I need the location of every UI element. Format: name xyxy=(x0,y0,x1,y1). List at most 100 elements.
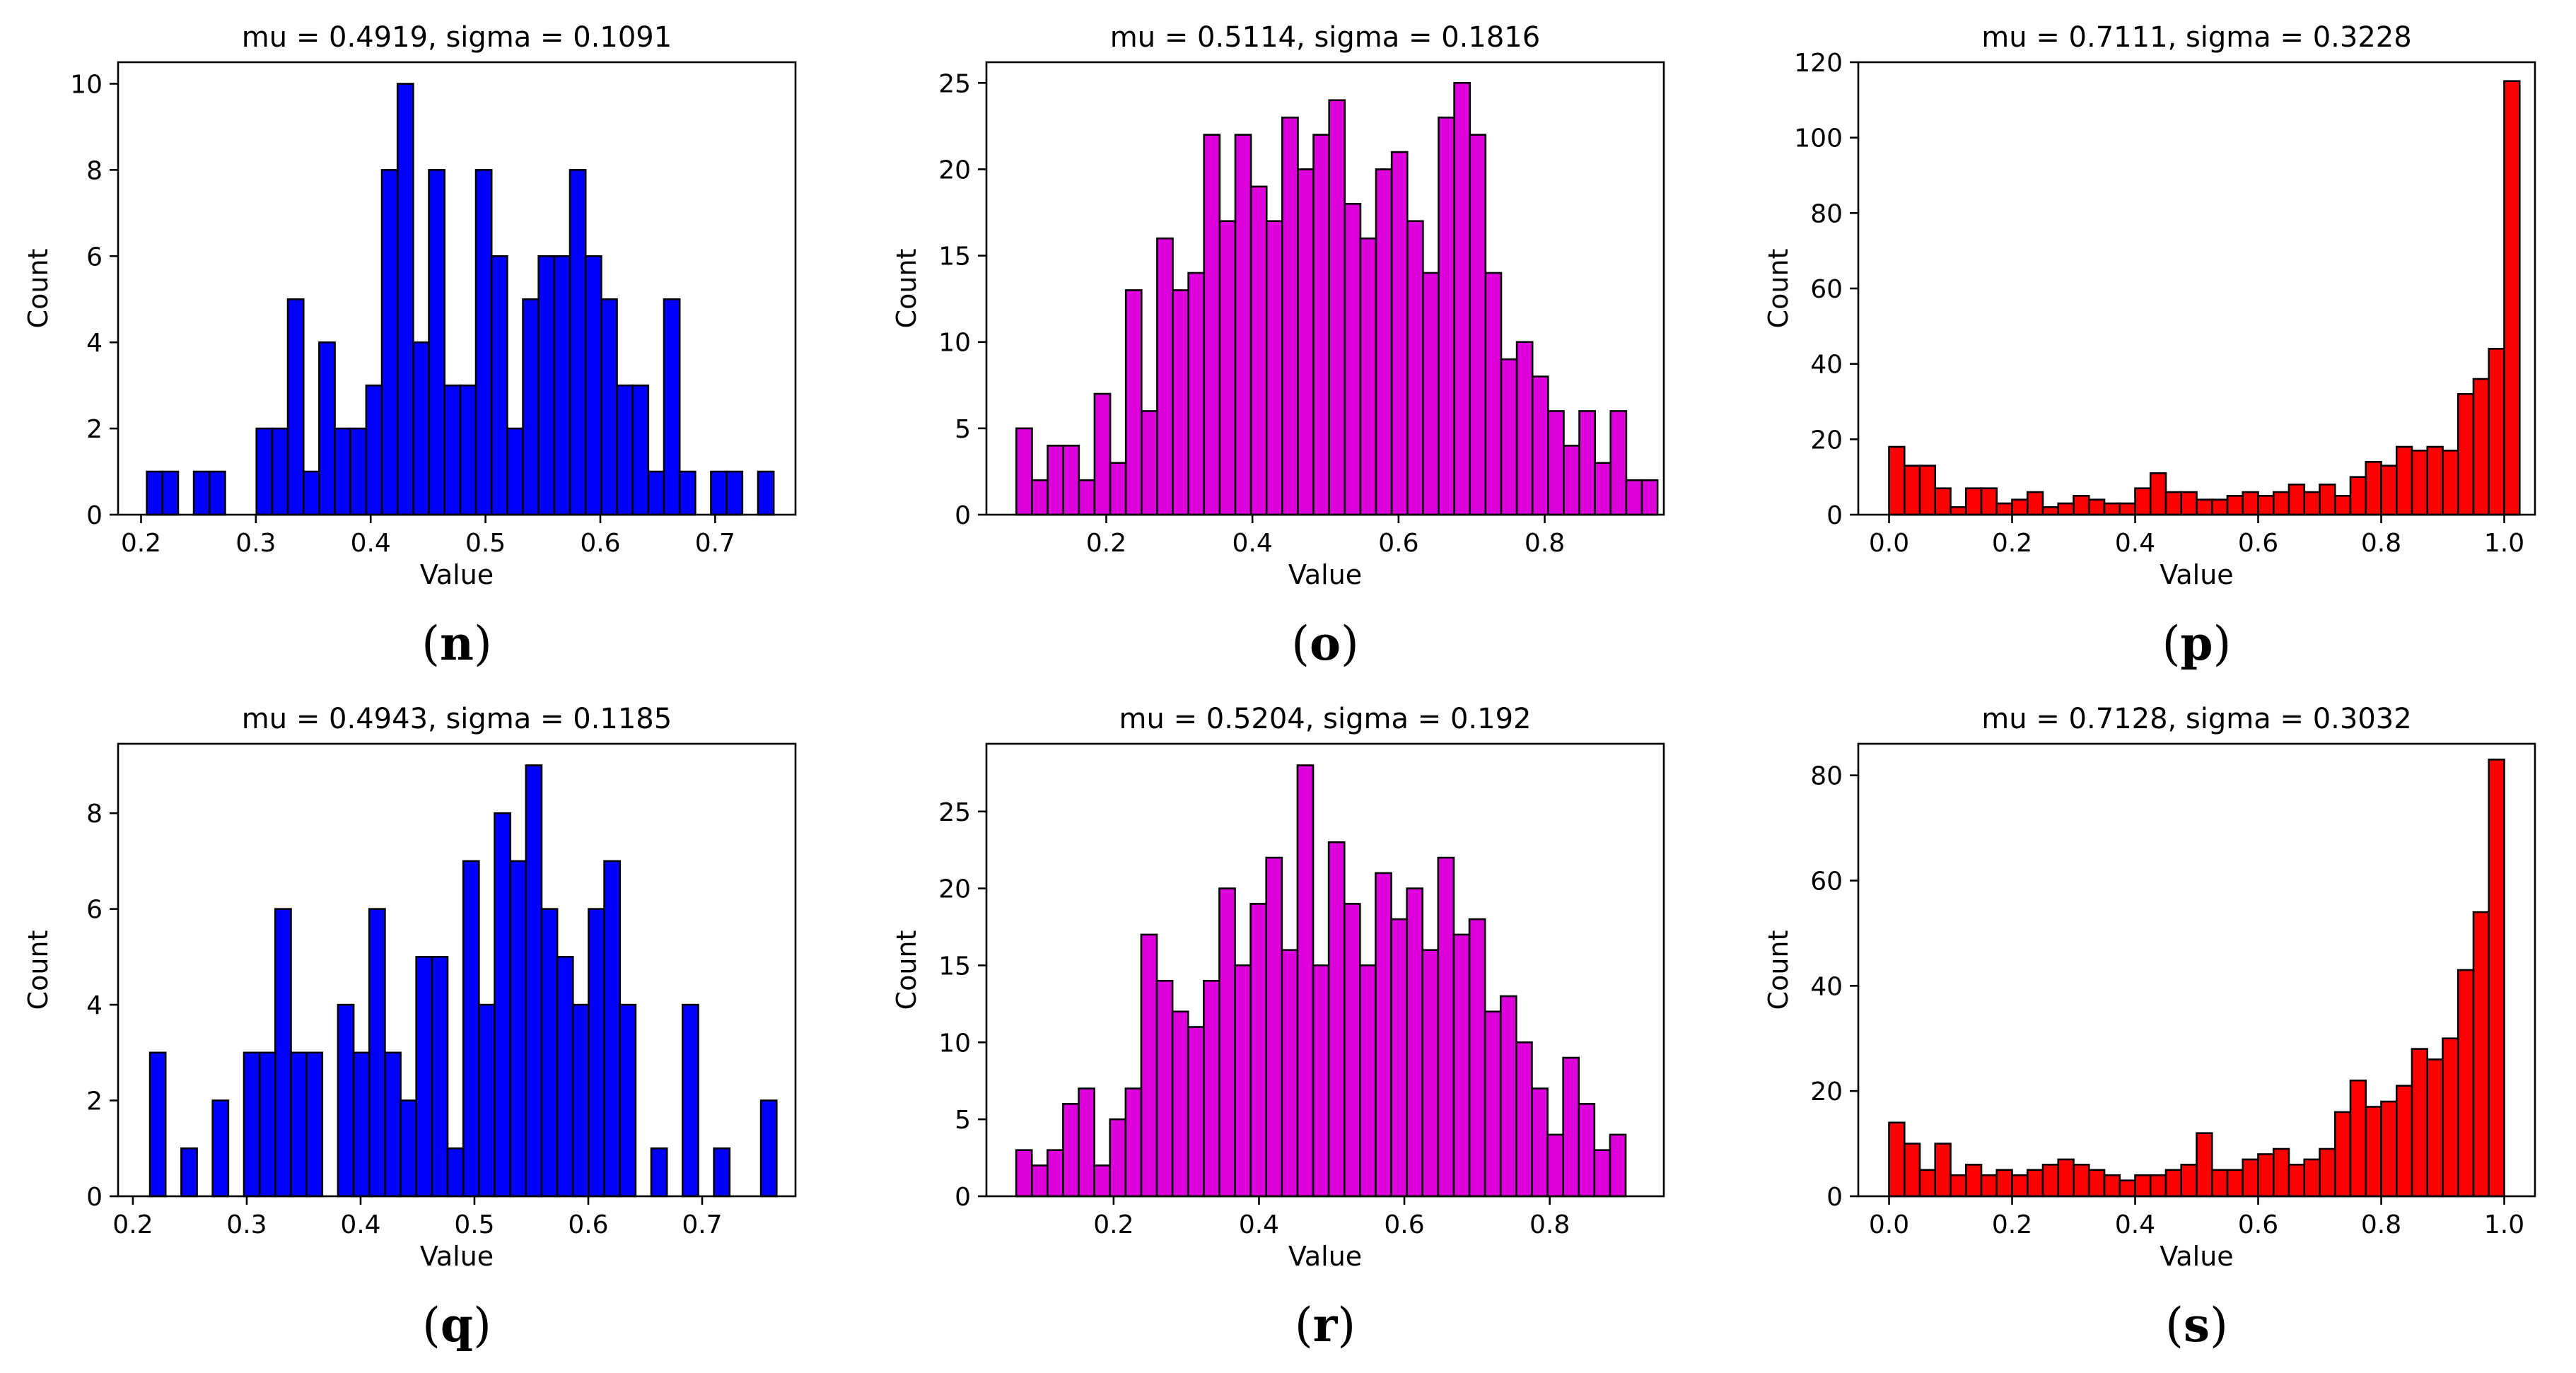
histogram-bar xyxy=(1093,392,1112,516)
histogram-bar xyxy=(352,1051,371,1198)
histogram-bar xyxy=(710,470,728,516)
histogram-bar xyxy=(2257,1153,2275,1198)
histogram-bar xyxy=(525,764,543,1198)
histogram-bar xyxy=(2380,465,2398,516)
histogram-bar xyxy=(1327,841,1346,1198)
panel-label-letter: p xyxy=(2180,616,2213,671)
histogram-bar xyxy=(616,384,634,516)
y-tick-label: 0 xyxy=(1826,501,1843,530)
histogram-bar xyxy=(474,169,493,516)
histogram-bar xyxy=(2134,487,2152,516)
panel-label-close-paren: ) xyxy=(2210,1298,2228,1352)
chart-title: mu = 0.4943, sigma = 0.1185 xyxy=(242,703,672,735)
histogram-bar xyxy=(2087,1169,2106,1198)
histogram-bar xyxy=(384,1051,402,1198)
histogram-bar xyxy=(647,470,665,516)
histogram-bar xyxy=(2026,491,2044,516)
histogram-bar xyxy=(274,908,292,1198)
histogram-bar xyxy=(571,1003,590,1198)
histogram-bar xyxy=(1995,1169,2013,1198)
chart-panel-r: 0.2 0.4 0.6 0.8 0 5 10 15 20 25 mu = 0.5204, sigma… xyxy=(891,703,1665,1352)
histogram-bar xyxy=(1234,134,1252,516)
plot-frame xyxy=(117,742,797,1198)
histogram-bar xyxy=(148,1051,167,1198)
x-axis-label: Value xyxy=(1288,1241,1362,1272)
x-tick-label: 0.7 xyxy=(682,1210,722,1239)
y-tick-label: 0 xyxy=(86,1183,103,1212)
x-tick-label: 0.2 xyxy=(1093,1210,1133,1239)
histogram-bar xyxy=(2503,80,2521,516)
histogram-bar xyxy=(1375,872,1392,1198)
histogram-bar xyxy=(1109,1118,1127,1198)
histogram-bar xyxy=(1265,856,1283,1198)
histogram-bar xyxy=(2395,445,2413,516)
chart-panel-s: 0.0 0.2 0.4 0.6 0.8 1.0 0 20 40 60 80 mu = 0.7128, … xyxy=(1763,703,2536,1352)
histogram-bar xyxy=(2073,1164,2090,1198)
x-tick-label: 0.4 xyxy=(2115,1210,2155,1239)
histogram-bar xyxy=(1964,487,1983,516)
histogram-bar xyxy=(1918,465,1937,516)
histogram-bar xyxy=(396,83,414,516)
histogram-bar xyxy=(2380,1100,2398,1198)
histogram-bar xyxy=(2103,1174,2121,1198)
y-tick-label: 120 xyxy=(1794,49,1843,78)
histogram-bar xyxy=(1124,1087,1143,1198)
histogram-bar xyxy=(1031,479,1049,516)
histogram-bar xyxy=(2226,495,2244,516)
histogram-bar xyxy=(1469,134,1487,516)
y-tick-label: 80 xyxy=(1810,762,1843,791)
histogram-bar xyxy=(1141,410,1158,516)
histogram-bar xyxy=(1406,887,1424,1198)
y-axis-label: Count xyxy=(1763,249,1794,329)
y-tick-label: 25 xyxy=(938,69,971,98)
y-tick-label: 80 xyxy=(1810,199,1843,228)
histogram-bar xyxy=(1343,903,1361,1198)
x-tick-label: 0.0 xyxy=(1869,1210,1909,1239)
bar-series xyxy=(1015,764,1627,1198)
histogram-bar xyxy=(506,427,524,516)
histogram-bar xyxy=(380,169,399,516)
histogram-bar xyxy=(1594,462,1612,516)
histogram-bar xyxy=(1452,933,1471,1198)
histogram-bar xyxy=(2011,498,2029,516)
panel-label-close-paren: ) xyxy=(473,1298,491,1352)
x-tick-label: 0.2 xyxy=(112,1210,153,1239)
histogram-bar xyxy=(1078,1087,1095,1198)
histogram-bar xyxy=(2287,1164,2306,1198)
panel-label: (o) xyxy=(1291,616,1359,671)
histogram-bar xyxy=(2303,491,2321,516)
y-tick-label: 5 xyxy=(955,1106,971,1135)
histogram-bar xyxy=(682,1003,699,1198)
histogram-bar xyxy=(1980,1174,1998,1198)
histogram-bar xyxy=(537,255,556,516)
panel-label-letter: n xyxy=(440,616,474,671)
histogram-bar xyxy=(428,169,445,516)
histogram-bar xyxy=(1640,479,1659,516)
y-tick-label: 20 xyxy=(938,156,971,185)
histogram-bar xyxy=(2210,498,2229,516)
histogram-bar xyxy=(1422,271,1440,516)
histogram-bar xyxy=(2242,1158,2259,1198)
histogram-bar xyxy=(2180,491,2198,516)
histogram-bar xyxy=(1344,203,1362,516)
chart-title: mu = 0.7128, sigma = 0.3032 xyxy=(1981,703,2411,735)
histogram-bar xyxy=(1546,1133,1564,1198)
histogram-bar xyxy=(365,384,383,516)
x-tick-label: 0.4 xyxy=(2115,529,2155,558)
histogram-bar xyxy=(1903,465,1921,516)
histogram-bar xyxy=(1562,1056,1580,1198)
histogram-bar xyxy=(1109,462,1127,516)
histogram-bar xyxy=(2087,498,2106,516)
x-tick-label: 0.6 xyxy=(1384,1210,1424,1239)
histogram-bar xyxy=(1609,1133,1627,1198)
histogram-bar xyxy=(540,908,559,1198)
histogram-bar xyxy=(1203,134,1221,516)
histogram-bar xyxy=(2349,1079,2367,1198)
histogram-bar xyxy=(1437,856,1455,1198)
y-tick-label: 10 xyxy=(70,70,103,99)
histogram-bar xyxy=(2442,450,2459,516)
histogram-bar xyxy=(2057,502,2075,516)
histogram-bar xyxy=(1312,134,1330,516)
y-tick-label: 60 xyxy=(1810,867,1843,896)
histogram-bar xyxy=(1888,1121,1906,1198)
